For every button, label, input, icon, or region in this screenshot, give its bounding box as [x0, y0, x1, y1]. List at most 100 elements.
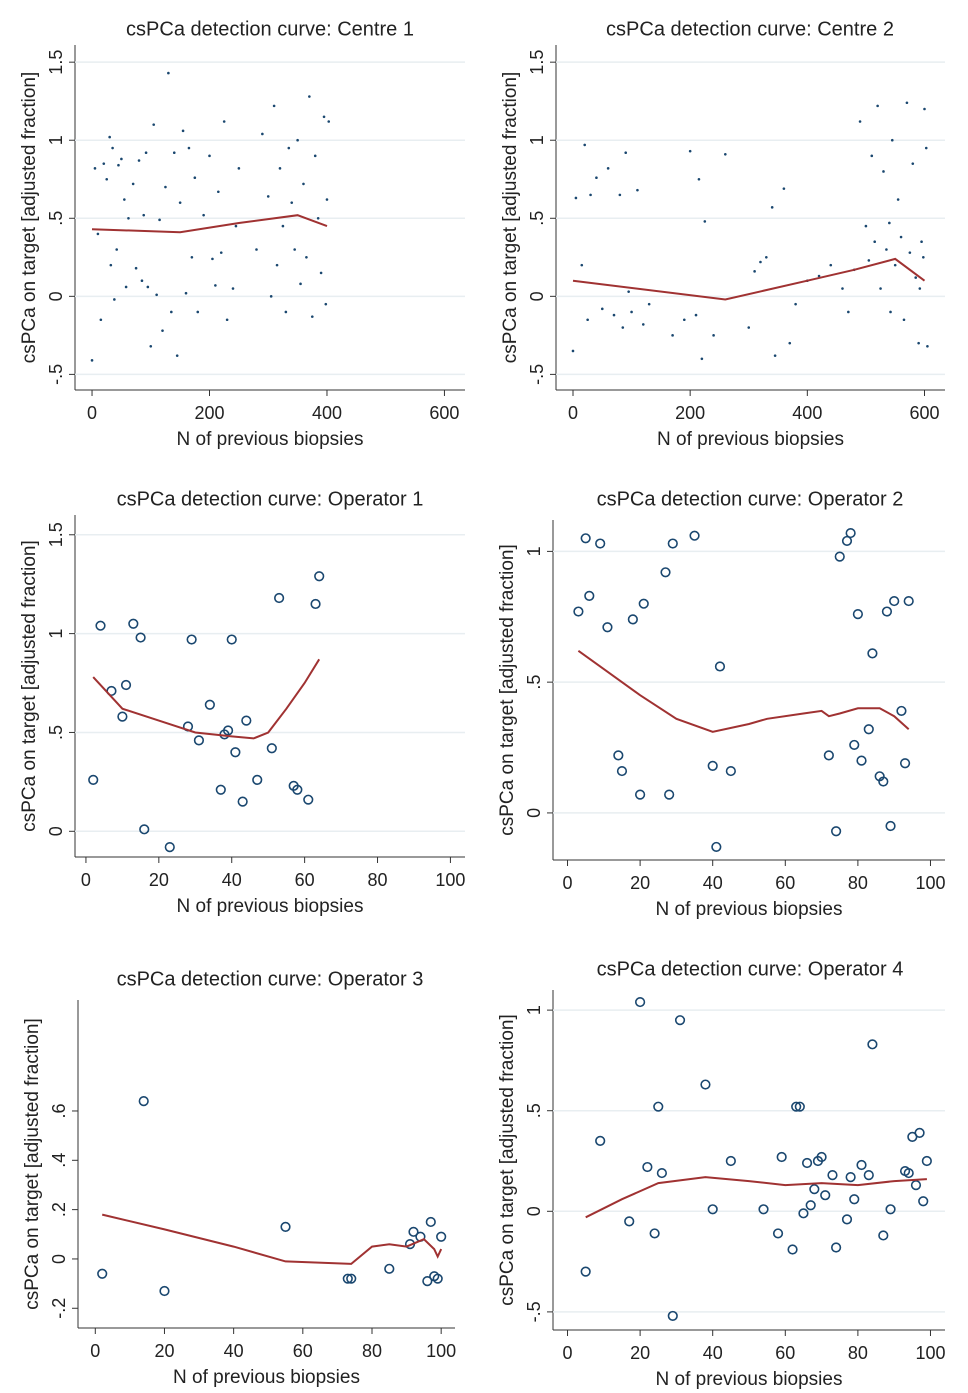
point	[772, 1228, 784, 1239]
point	[175, 354, 179, 357]
point	[384, 1263, 395, 1274]
point	[878, 776, 889, 787]
point	[899, 235, 903, 239]
point	[252, 774, 263, 786]
point	[580, 1266, 591, 1277]
point	[924, 146, 928, 150]
y-tick-label: 0	[46, 291, 66, 301]
point	[724, 152, 727, 156]
point	[170, 310, 173, 314]
point	[196, 310, 200, 314]
point	[134, 266, 138, 270]
point	[269, 295, 273, 298]
point	[707, 760, 718, 771]
point	[152, 123, 156, 126]
point	[926, 344, 929, 348]
point	[885, 820, 896, 832]
x-tick-label: 100	[915, 1343, 945, 1363]
point	[140, 279, 144, 283]
point	[827, 1169, 838, 1181]
point	[280, 1221, 291, 1232]
x-tick-label: 600	[909, 403, 939, 423]
point	[624, 151, 628, 155]
point	[831, 826, 842, 837]
point	[600, 307, 604, 311]
point	[184, 291, 188, 295]
point	[703, 220, 707, 223]
point	[319, 271, 323, 275]
y-tick-label: .5	[527, 211, 547, 226]
point	[805, 1200, 816, 1211]
point	[158, 218, 161, 222]
point	[219, 251, 223, 254]
x-tick-label: 100	[915, 873, 945, 893]
x-tick-label: 80	[368, 870, 388, 890]
point	[885, 248, 888, 251]
point	[870, 154, 874, 158]
panel: csPCa detection curve: Operator 3 N of pr…	[22, 968, 456, 1388]
point	[93, 167, 97, 170]
point	[697, 177, 701, 181]
panel-title: csPCa detection curve: Operator 1	[117, 488, 424, 510]
point	[308, 95, 311, 98]
y-axis-label: csPCa on target [adjusted fraction]	[497, 544, 518, 836]
point	[893, 263, 897, 267]
point	[310, 315, 314, 318]
point	[346, 1273, 357, 1284]
point	[266, 743, 277, 754]
point	[193, 735, 205, 746]
fit-line	[92, 658, 321, 740]
point	[852, 609, 863, 620]
point	[284, 310, 288, 314]
point	[571, 349, 575, 353]
point	[290, 201, 294, 204]
panel-title: csPCa detection curve: Centre 2	[606, 18, 894, 40]
point	[831, 1242, 842, 1253]
point	[782, 187, 786, 190]
fit-line	[572, 257, 926, 301]
point	[873, 240, 876, 243]
x-tick-label: 40	[222, 870, 242, 890]
point	[202, 213, 205, 217]
x-tick-label: 0	[87, 403, 97, 423]
point	[155, 293, 158, 297]
point	[917, 341, 920, 345]
point	[920, 240, 923, 243]
point	[809, 1184, 820, 1195]
point	[105, 177, 109, 181]
point	[627, 290, 630, 293]
x-axis-label: N of previous biopsies	[177, 429, 364, 450]
point	[902, 318, 906, 322]
x-tick-label: 20	[149, 870, 169, 890]
point	[234, 224, 238, 228]
y-tick-label: -.5	[524, 1301, 544, 1322]
y-tick-label: 0	[49, 1254, 69, 1264]
point	[867, 648, 878, 659]
point	[725, 1155, 736, 1167]
point	[725, 765, 736, 777]
panel-title: csPCa detection curve: Operator 3	[117, 968, 424, 990]
point	[303, 794, 314, 805]
x-tick-label: 100	[426, 1341, 456, 1361]
point	[903, 1167, 914, 1179]
point	[109, 263, 113, 267]
x-tick-label: 40	[703, 873, 723, 893]
x-tick-label: 400	[792, 403, 822, 423]
point	[867, 1039, 878, 1050]
point	[759, 260, 762, 264]
point	[131, 182, 135, 186]
point	[278, 167, 282, 170]
point	[342, 1273, 353, 1284]
point	[849, 1194, 860, 1205]
point	[647, 302, 651, 306]
x-axis-label: N of previous biopsies	[656, 1369, 843, 1390]
x-tick-label: 40	[224, 1341, 244, 1361]
point	[867, 259, 871, 262]
panel: csPCa detection curve: Centre 2 N of prev…	[500, 18, 945, 450]
point	[712, 334, 715, 337]
point	[314, 571, 325, 582]
point	[878, 1230, 889, 1241]
point	[714, 661, 726, 672]
y-axis-label: csPCa on target [adjusted fraction]	[19, 72, 40, 364]
point	[885, 1204, 896, 1215]
